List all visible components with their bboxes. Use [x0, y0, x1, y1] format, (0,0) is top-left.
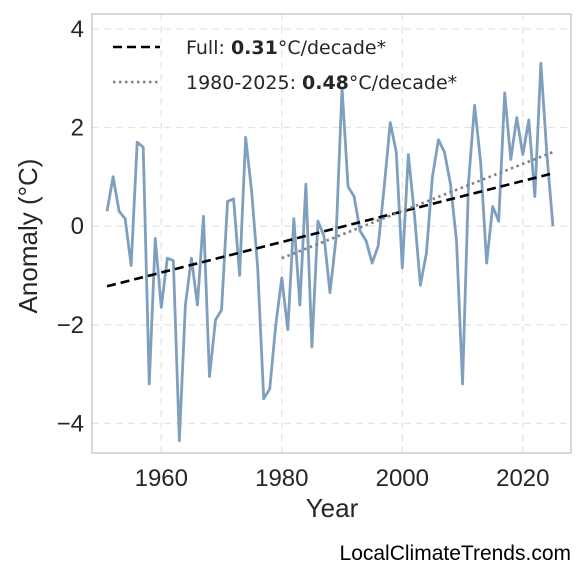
legend-label-1980-2025: 1980-2025: 0.48°C/decade*: [186, 72, 457, 94]
x-tick-label: 2000: [376, 465, 429, 492]
plot-frame: [91, 13, 572, 454]
anomaly-series-line: [105, 61, 555, 443]
legend: Full: 0.31°C/decade* 1980-2025: 0.48°C/d…: [113, 37, 457, 94]
y-axis-ticks: −4 −2 0 2 4: [57, 16, 84, 438]
y-tick-label: 0: [71, 213, 84, 240]
x-tick-label: 1980: [255, 465, 308, 492]
trend-line-1980-2025: [281, 150, 554, 260]
x-axis-title: Year: [306, 493, 359, 523]
y-tick-label: 2: [71, 114, 84, 141]
series-layer: [105, 61, 555, 443]
x-tick-label: 1960: [135, 465, 188, 492]
y-tick-label: −2: [57, 312, 84, 339]
x-tick-label: 2020: [496, 465, 549, 492]
trend-line-full: [106, 172, 554, 288]
y-tick-label: 4: [71, 16, 84, 43]
x-axis-ticks: 1960 1980 2000 2020: [135, 465, 550, 492]
watermark: LocalClimateTrends.com: [340, 542, 571, 565]
legend-label-full: Full: 0.31°C/decade*: [186, 37, 386, 59]
y-axis-title: Anomaly (°C): [13, 159, 43, 314]
y-tick-label: −4: [57, 410, 84, 437]
